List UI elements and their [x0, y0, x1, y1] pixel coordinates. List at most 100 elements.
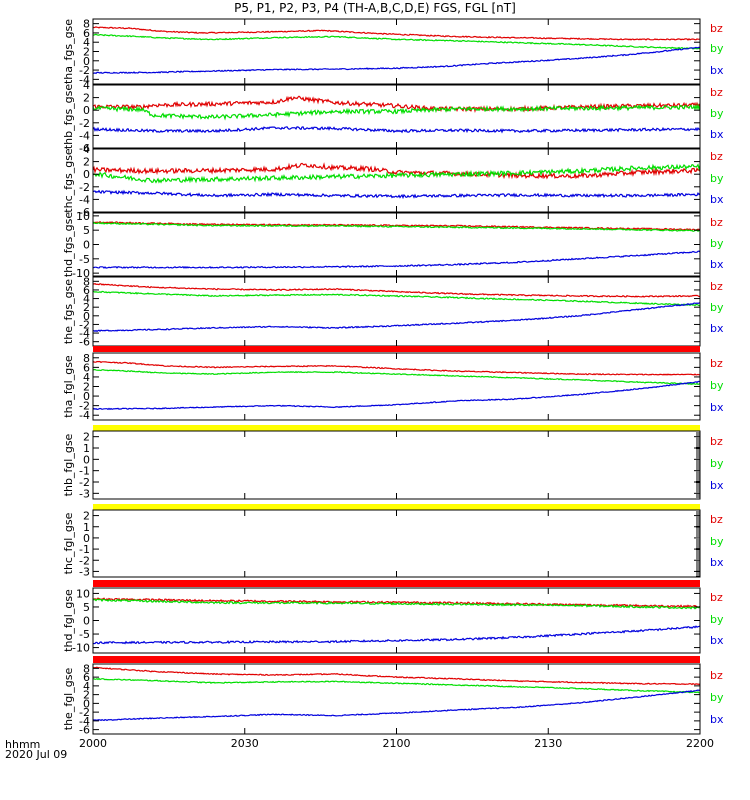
- panel-frame: [92, 587, 701, 654]
- y-tick-label: 10: [76, 210, 90, 223]
- y-tick-label: 0: [83, 453, 90, 466]
- status-bar-yellow: [93, 425, 700, 431]
- y-axis-label: the_fgl_gse: [62, 668, 75, 731]
- y-tick-label: 6: [83, 361, 90, 374]
- y-axis-label: thd_fgl_gse: [62, 589, 75, 652]
- status-bar-red: [93, 580, 700, 587]
- y-tick-label: 4: [83, 143, 90, 156]
- y-tick-label: 8: [83, 275, 90, 288]
- status-bar-red: [93, 346, 700, 352]
- y-tick-label: -2: [79, 181, 90, 194]
- y-tick-label: -4: [79, 73, 90, 86]
- series-line-bz: [92, 95, 701, 114]
- y-tick-label: 2: [83, 381, 90, 394]
- legend-bz: bz: [710, 216, 723, 229]
- legend-by: by: [710, 107, 724, 120]
- legend-bz: bz: [710, 435, 723, 448]
- y-tick-label: -6: [79, 142, 90, 155]
- series-line-bx: [92, 189, 701, 200]
- legend-bz: bz: [710, 150, 723, 163]
- series-line-by: [92, 368, 701, 385]
- y-tick-label: 2: [83, 431, 90, 444]
- y-tick-label: -3: [79, 565, 90, 578]
- status-bar-yellow: [93, 504, 700, 510]
- legend-by: by: [710, 42, 724, 55]
- y-tick-label: -5: [79, 253, 90, 266]
- panel-frame: [92, 18, 701, 85]
- y-tick-label: 2: [83, 510, 90, 523]
- y-tick-label: 1: [83, 521, 90, 534]
- y-tick-label: 8: [83, 662, 90, 675]
- series-line-bx: [92, 250, 701, 269]
- legend-bz: bz: [710, 22, 723, 35]
- y-tick-label: -6: [79, 206, 90, 219]
- y-tick-label: -2: [79, 554, 90, 567]
- y-tick-label: -4: [79, 193, 90, 206]
- legend-by: by: [710, 613, 724, 626]
- y-tick-label: -2: [79, 318, 90, 331]
- legend-bx: bx: [710, 713, 724, 726]
- series-line-by: [92, 677, 701, 694]
- date-label: 2020 Jul 09: [5, 748, 67, 761]
- y-tick-label: 4: [83, 293, 90, 306]
- y-tick-label: 6: [83, 284, 90, 297]
- y-tick-label: -6: [79, 336, 90, 349]
- legend-by: by: [710, 172, 724, 185]
- y-tick-label: -10: [72, 267, 90, 280]
- y-tick-label: -2: [79, 64, 90, 77]
- y-tick-label: -4: [79, 327, 90, 340]
- y-tick-label: 2: [83, 156, 90, 169]
- legend-bx: bx: [710, 64, 724, 77]
- y-axis-label: thb_fgs_gse: [62, 84, 75, 150]
- legend-bx: bx: [710, 634, 724, 647]
- series-line-bx: [92, 46, 701, 75]
- y-tick-label: -2: [79, 476, 90, 489]
- y-tick-label: -1: [79, 543, 90, 556]
- legend-bz: bz: [710, 280, 723, 293]
- legend-by: by: [710, 535, 724, 548]
- y-tick-label: 6: [83, 27, 90, 40]
- legend-bz: bz: [710, 591, 723, 604]
- series-line-bz: [92, 360, 701, 376]
- series-line-bx: [92, 689, 701, 722]
- panel-frame: [92, 352, 701, 421]
- y-axis-label: thc_fgs_gse: [62, 148, 75, 213]
- series-line-bx: [92, 302, 701, 333]
- y-tick-label: 0: [83, 104, 90, 117]
- series-line-bz: [92, 666, 701, 686]
- y-axis-label: thd_fgs_gse: [62, 212, 75, 278]
- legend-bz: bz: [710, 357, 723, 370]
- series-line-bz: [92, 162, 701, 180]
- y-tick-label: 0: [83, 310, 90, 323]
- legend-by: by: [710, 691, 724, 704]
- legend-by: by: [710, 457, 724, 470]
- y-tick-label: 2: [83, 46, 90, 59]
- y-tick-label: -1: [79, 465, 90, 478]
- series-line-by: [92, 33, 701, 50]
- legend-bx: bx: [710, 193, 724, 206]
- x-tick-label: 2000: [79, 737, 107, 750]
- y-tick-label: 5: [83, 601, 90, 614]
- y-tick-label: 2: [83, 689, 90, 702]
- legend-bx: bx: [710, 556, 724, 569]
- x-tick-label: 2100: [383, 737, 411, 750]
- y-tick-label: 0: [83, 55, 90, 68]
- y-tick-label: 4: [83, 36, 90, 49]
- y-tick-label: 8: [83, 18, 90, 31]
- legend-bz: bz: [710, 513, 723, 526]
- y-tick-label: 0: [83, 168, 90, 181]
- series-line-bz: [92, 220, 701, 231]
- y-tick-label: 4: [83, 79, 90, 92]
- x-tick-label: 2200: [686, 737, 714, 750]
- series-line-by: [92, 221, 700, 232]
- legend-by: by: [710, 237, 724, 250]
- legend-bz: bz: [710, 86, 723, 99]
- y-tick-label: -3: [79, 487, 90, 500]
- legend-bx: bx: [710, 322, 724, 335]
- series-line-bx: [92, 380, 701, 411]
- y-tick-label: -2: [79, 706, 90, 719]
- y-tick-label: 4: [83, 680, 90, 693]
- y-axis-label: thb_fgl_gse: [62, 433, 75, 496]
- y-tick-label: 0: [83, 532, 90, 545]
- y-tick-label: 0: [83, 239, 90, 252]
